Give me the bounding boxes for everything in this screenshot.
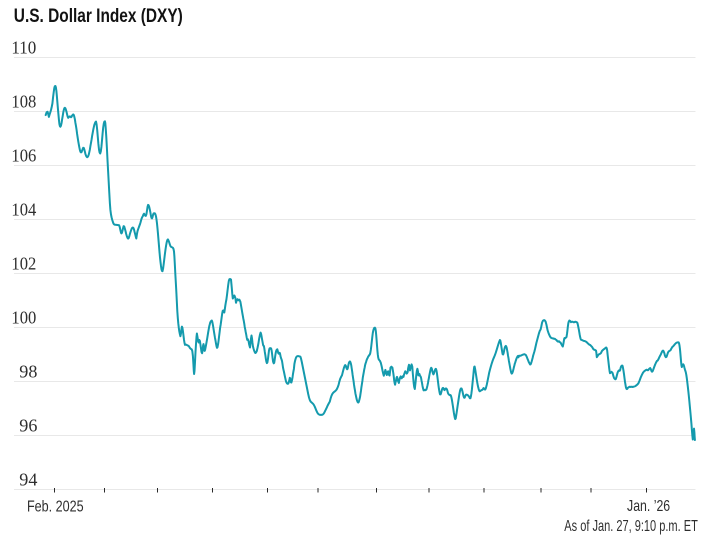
svg-text:108: 108 xyxy=(11,92,36,112)
svg-text:110: 110 xyxy=(11,38,36,58)
svg-text:Feb. 2025: Feb. 2025 xyxy=(27,499,84,516)
svg-text:94: 94 xyxy=(19,470,37,490)
svg-text:98: 98 xyxy=(19,362,37,382)
svg-text:100: 100 xyxy=(11,308,36,328)
svg-text:Jan. ’26: Jan. ’26 xyxy=(627,498,670,515)
svg-text:104: 104 xyxy=(11,200,36,220)
svg-text:102: 102 xyxy=(11,254,36,274)
svg-text:As of Jan. 27, 9:10 p.m. ET: As of Jan. 27, 9:10 p.m. ET xyxy=(564,518,698,535)
svg-text:106: 106 xyxy=(11,146,36,166)
svg-text:U.S. Dollar Index (DXY): U.S. Dollar Index (DXY) xyxy=(14,6,183,27)
svg-text:96: 96 xyxy=(19,416,37,436)
